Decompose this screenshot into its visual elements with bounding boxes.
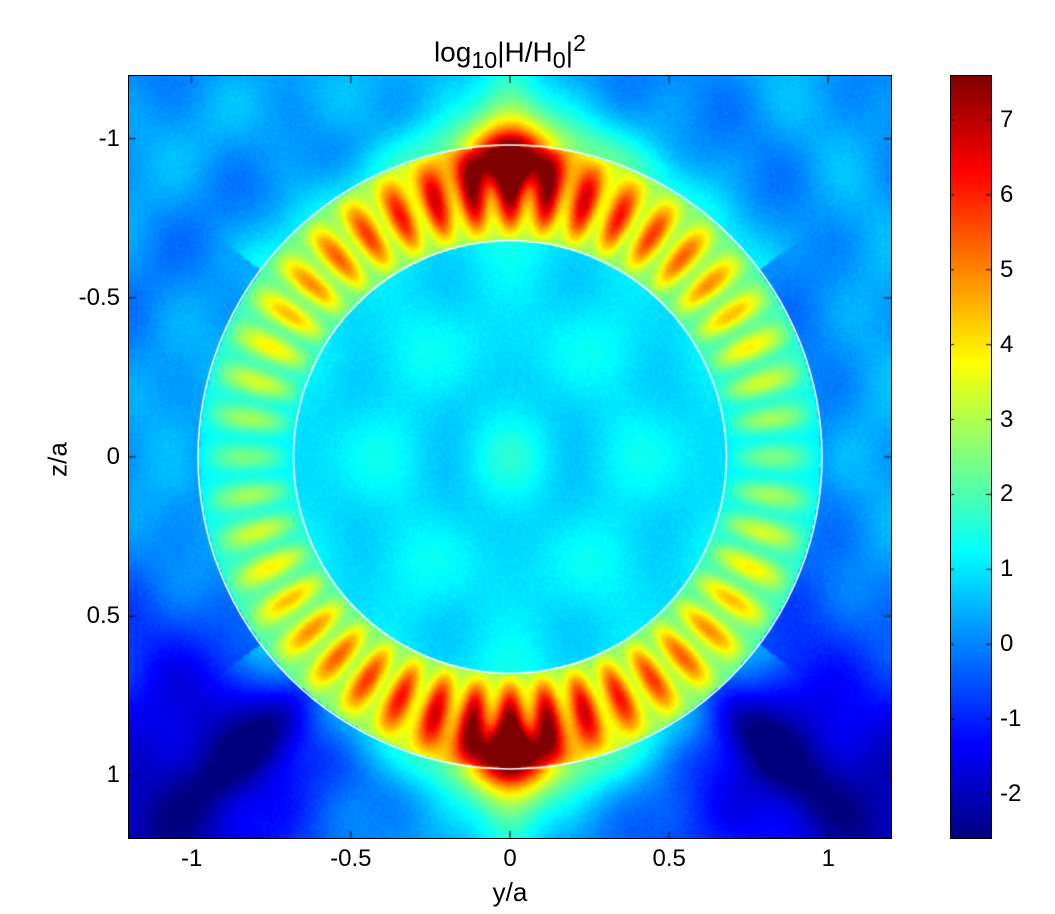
x-tick-label: -1 [162, 845, 222, 873]
colorbar-tick-label: 5 [1000, 256, 1013, 284]
figure-stage: log10|H/H0|2 y/a z/a -1-0.500.51-1-0.500… [0, 0, 1055, 914]
y-tick-label: 0.5 [50, 602, 120, 630]
colorbar-tick-label: 1 [1000, 555, 1013, 583]
heatmap-canvas [128, 75, 892, 839]
colorbar-canvas [950, 75, 992, 839]
colorbar-tick-label: 3 [1000, 406, 1013, 434]
y-tick-label: -1 [50, 125, 120, 153]
y-tick-label: -0.5 [50, 284, 120, 312]
colorbar-tick-label: 6 [1000, 181, 1013, 209]
x-tick-label: 1 [798, 845, 858, 873]
colorbar-tick-label: 2 [1000, 480, 1013, 508]
x-axis-label: y/a [128, 877, 892, 908]
colorbar-tick-label: -2 [1000, 780, 1021, 808]
x-tick-label: 0.5 [639, 845, 699, 873]
x-tick-label: -0.5 [321, 845, 381, 873]
colorbar-tick-label: 7 [1000, 106, 1013, 134]
colorbar-tick-label: -1 [1000, 705, 1021, 733]
y-tick-label: 0 [50, 443, 120, 471]
colorbar-tick-label: 4 [1000, 331, 1013, 359]
y-tick-label: 1 [50, 761, 120, 789]
x-tick-label: 0 [480, 845, 540, 873]
colorbar-tick-label: 0 [1000, 630, 1013, 658]
plot-title: log10|H/H0|2 [128, 30, 892, 74]
